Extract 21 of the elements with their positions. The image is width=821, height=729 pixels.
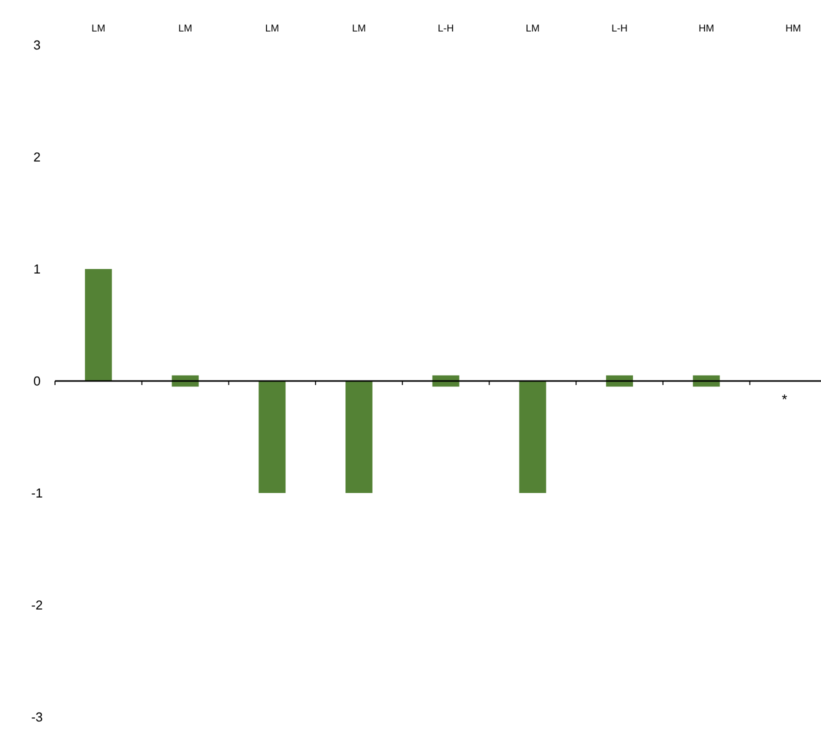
x-tick-label: L-H [438,24,454,32]
x-tick-label: LM [266,24,278,32]
x-tick-label: LM [92,24,105,32]
y-tick-label: 3 [34,40,40,50]
bar [258,381,286,493]
bar [519,381,546,493]
x-tick-label: L-H [612,24,627,32]
x-tick-label: LM [179,24,192,32]
y-tick-label: -1 [32,488,42,498]
x-tick-label: LM [352,24,366,32]
y-tick-label: 2 [34,152,40,162]
y-tick-label: -3 [32,712,42,722]
x-tick-label: HM [699,24,714,32]
x-tick-label: HM [786,24,800,32]
y-tick-label: -2 [32,600,42,610]
bar [84,268,112,381]
x-tick-label: LM [526,24,539,32]
annotation: * [782,394,788,400]
y-tick-label: 0 [34,376,40,386]
y-tick-label: 1 [34,264,40,274]
bar [346,381,372,493]
